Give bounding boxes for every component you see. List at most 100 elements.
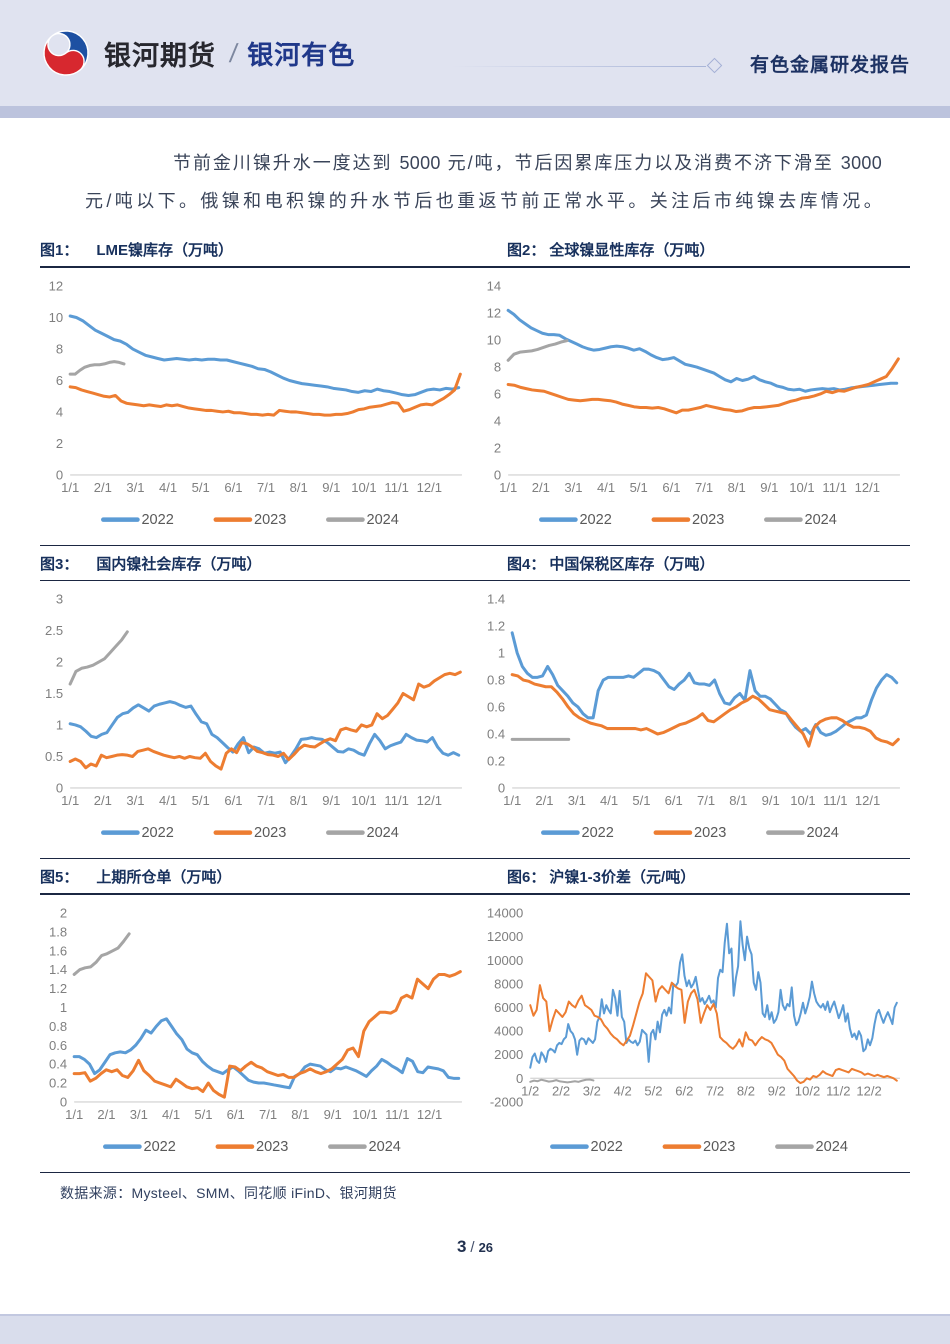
svg-text:0.2: 0.2 [49, 1075, 67, 1090]
svg-text:3: 3 [56, 592, 63, 607]
svg-text:4: 4 [56, 404, 63, 419]
svg-text:3/1: 3/1 [126, 793, 144, 808]
svg-text:1.6: 1.6 [49, 943, 67, 958]
chart-shfe-nickel-1-3-spread: -2000 0 2000 4000 6000 8000 10000 12000 14000 1/2… [478, 899, 910, 1162]
svg-text:1.8: 1.8 [49, 924, 67, 939]
svg-text:8/1: 8/1 [728, 480, 746, 495]
svg-text:6/1: 6/1 [224, 793, 242, 808]
svg-text:6: 6 [56, 373, 63, 388]
figure3-label: 图3： [40, 555, 79, 573]
brand-divider: / [227, 37, 240, 68]
figure5-title-text: 上期所仓单（万吨） [96, 869, 232, 887]
svg-text:12/1: 12/1 [417, 1107, 442, 1122]
figure-section-2: 图3： 国内镍社会库存（万吨） 图4： 中国保税区库存（万吨） 0 0.5 1 1.5 2 2… [40, 544, 910, 859]
svg-text:8/1: 8/1 [290, 793, 308, 808]
svg-text:2024: 2024 [805, 512, 837, 528]
svg-text:2023: 2023 [703, 1139, 735, 1155]
page-footer: 数据来源：Mysteel、SMM、同花顺 iFinD、银河期货 3/26 [40, 1172, 910, 1257]
svg-text:4/1: 4/1 [162, 1107, 180, 1122]
svg-text:6/1: 6/1 [662, 480, 680, 495]
page-separator: / [470, 1239, 475, 1257]
figure2-label: 图2： [507, 242, 546, 259]
svg-text:11/1: 11/1 [822, 480, 846, 495]
figure-titles-row: 图1： LME镍库存（万吨） 图2： 全球镍显性库存（万吨） [40, 232, 910, 266]
svg-text:5/1: 5/1 [194, 1107, 212, 1122]
svg-text:10/1: 10/1 [789, 480, 814, 495]
page-number: 3/26 [40, 1237, 910, 1257]
brand-subname: 银河有色 [247, 39, 356, 70]
figure4-label: 图4： [507, 555, 546, 573]
svg-text:0: 0 [56, 467, 63, 482]
svg-text:10/1: 10/1 [352, 1107, 377, 1122]
svg-text:8/1: 8/1 [290, 480, 308, 495]
svg-text:5/1: 5/1 [630, 480, 648, 495]
figure5-label: 图5： [40, 869, 79, 887]
svg-text:2/1: 2/1 [94, 793, 112, 808]
figure6-title: 图6： 沪镍1-3价差（元/吨） [475, 866, 910, 887]
svg-text:5/2: 5/2 [644, 1083, 662, 1098]
svg-text:0.5: 0.5 [45, 749, 63, 764]
svg-text:0.4: 0.4 [49, 1057, 67, 1072]
svg-text:1.2: 1.2 [487, 619, 505, 634]
svg-text:3/1: 3/1 [568, 793, 586, 808]
figure-titles-row: 图3： 国内镍社会库存（万吨） 图4： 中国保税区库存（万吨） [40, 546, 910, 580]
svg-text:1/1: 1/1 [65, 1107, 83, 1122]
svg-text:10/1: 10/1 [790, 793, 815, 808]
figure3-title-text: 国内镍社会库存（万吨） [96, 555, 262, 573]
svg-text:8: 8 [56, 341, 63, 356]
report-type-title: 有色金属研发报告 [749, 55, 910, 76]
figure1-title-text: LME镍库存（万吨） [96, 242, 234, 259]
svg-text:0.4: 0.4 [487, 727, 505, 742]
svg-text:7/2: 7/2 [706, 1083, 724, 1098]
svg-text:2024: 2024 [367, 512, 399, 528]
svg-text:14000: 14000 [487, 905, 523, 920]
svg-text:2/1: 2/1 [94, 480, 112, 495]
svg-text:2: 2 [56, 655, 63, 670]
svg-text:8/1: 8/1 [291, 1107, 309, 1122]
header-bottom-strip [0, 106, 950, 118]
svg-text:6/2: 6/2 [675, 1083, 693, 1098]
svg-text:2: 2 [60, 905, 67, 920]
svg-text:9/1: 9/1 [322, 480, 340, 495]
svg-text:8: 8 [494, 359, 501, 374]
diamond-icon [706, 57, 723, 74]
figures-grid: 图1： LME镍库存（万吨） 图2： 全球镍显性库存（万吨） 0 2 4 6 8 10 12 1/… [40, 232, 910, 1172]
svg-text:1: 1 [56, 718, 63, 733]
svg-text:0: 0 [60, 1094, 67, 1109]
svg-text:12: 12 [49, 278, 64, 293]
svg-text:1/1: 1/1 [61, 793, 79, 808]
svg-text:3/1: 3/1 [130, 1107, 148, 1122]
svg-text:2: 2 [494, 440, 501, 455]
svg-text:0.8: 0.8 [487, 673, 505, 688]
svg-text:11/1: 11/1 [385, 1107, 409, 1122]
svg-text:9/1: 9/1 [324, 1107, 342, 1122]
svg-text:11/1: 11/1 [823, 793, 847, 808]
svg-text:1: 1 [60, 1000, 67, 1015]
svg-text:0.6: 0.6 [487, 700, 505, 715]
svg-text:2024: 2024 [367, 825, 399, 841]
figure-titles-row: 图5： 上期所仓单（万吨） 图6： 沪镍1-3价差（元/吨） [40, 859, 910, 893]
svg-text:-2000: -2000 [490, 1094, 523, 1109]
svg-text:1/2: 1/2 [521, 1083, 539, 1098]
svg-text:2023: 2023 [254, 825, 286, 841]
svg-text:12000: 12000 [487, 929, 523, 944]
svg-text:9/1: 9/1 [762, 793, 780, 808]
galaxy-futures-logo-icon [42, 29, 90, 77]
svg-text:7/1: 7/1 [695, 480, 713, 495]
figure1-label: 图1： [40, 242, 79, 259]
data-source-note: 数据来源：Mysteel、SMM、同花顺 iFinD、银河期货 [60, 1185, 397, 1202]
intro-line-1: 节前金川镍升水一度达到 5000 元/吨，节后因累库压力以及消费不济下滑至 30… [173, 153, 882, 173]
svg-text:2022: 2022 [581, 825, 613, 841]
svg-text:6/1: 6/1 [665, 793, 683, 808]
svg-text:6/1: 6/1 [224, 480, 242, 495]
svg-text:1/1: 1/1 [503, 793, 521, 808]
current-page: 3 [456, 1237, 467, 1257]
figure6-title-text: 沪镍1-3价差（元/吨） [549, 869, 696, 887]
chart-shfe-warrants: 0 0.2 0.4 0.6 0.8 1 1.2 1.4 1.6 1.8 2 1/1 2/1 3/1 4/1 5… [40, 899, 472, 1162]
svg-text:9/1: 9/1 [322, 793, 340, 808]
svg-text:8/1: 8/1 [729, 793, 747, 808]
svg-text:7/1: 7/1 [257, 480, 275, 495]
svg-text:1/1: 1/1 [61, 480, 79, 495]
svg-text:1.4: 1.4 [487, 592, 505, 607]
svg-text:12/2: 12/2 [856, 1083, 881, 1098]
